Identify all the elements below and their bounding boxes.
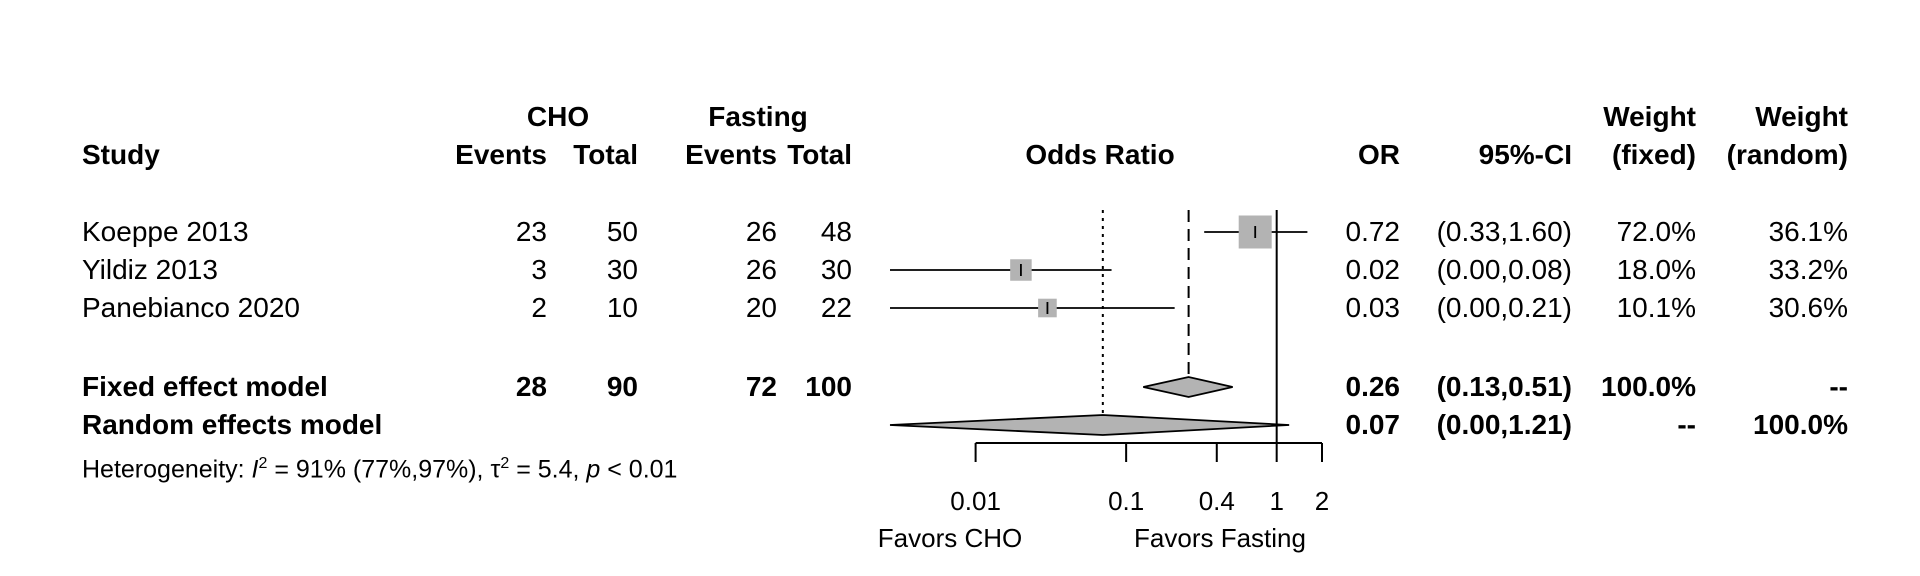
heterogeneity-text: Heterogeneity: I2 = 91% (77%,97%), τ2 = …	[82, 448, 677, 485]
weight-fixed-cell: 72.0%	[1616, 216, 1696, 247]
events1-cell: 23	[515, 216, 547, 247]
fixed-ci: (0.13,0.51)	[1436, 371, 1572, 402]
ci-cell: (0.33,1.60)	[1436, 216, 1572, 247]
study-name: Koeppe 2013	[82, 216, 249, 247]
i2-value: = 91% (77%,97%),	[267, 455, 491, 484]
group2-header: Fasting	[708, 101, 808, 132]
or-cell: 0.72	[1345, 216, 1401, 247]
events2-cell: 26	[745, 216, 777, 247]
events2-cell: 20	[745, 292, 777, 323]
weight-random-cell: 36.1%	[1768, 216, 1848, 247]
weight-fixed-header-2: (fixed)	[1612, 139, 1696, 170]
weight-random-cell: 30.6%	[1768, 292, 1848, 323]
fixed-total1: 90	[606, 371, 638, 402]
ci-cell: (0.00,0.08)	[1436, 254, 1572, 285]
fixed-events1: 28	[515, 371, 547, 402]
fixed-weight-fixed: 100.0%	[1601, 371, 1696, 402]
total2-cell: 30	[820, 254, 852, 285]
favors-left-label: Favors CHO	[877, 523, 1023, 553]
fixed-or: 0.26	[1345, 371, 1401, 402]
x-tick-label: 2	[1315, 486, 1329, 516]
total1-cell: 30	[606, 254, 638, 285]
events2-cell: 26	[745, 254, 777, 285]
tau-superscript: 2	[500, 455, 510, 472]
weight-random-cell: 33.2%	[1768, 254, 1848, 285]
x-tick-label: 0.1	[1108, 486, 1144, 516]
total1-header: Total	[573, 139, 638, 170]
p-symbol: p	[586, 455, 601, 484]
total2-header: Total	[787, 139, 852, 170]
weight-fixed-header-1: Weight	[1603, 101, 1696, 132]
events1-cell: 2	[531, 292, 547, 323]
weight-fixed-cell: 18.0%	[1616, 254, 1696, 285]
p-value: < 0.01	[600, 455, 678, 484]
weight-fixed-cell: 10.1%	[1616, 292, 1696, 323]
random-or: 0.07	[1345, 409, 1401, 440]
events1-cell: 3	[531, 254, 547, 285]
fixed-diamond	[1143, 376, 1233, 398]
or-cell: 0.02	[1345, 254, 1401, 285]
i2-superscript: 2	[258, 455, 268, 472]
total1-cell: 10	[606, 292, 638, 323]
random-ci: (0.00,1.21)	[1436, 409, 1572, 440]
events2-header: Events	[685, 139, 777, 170]
fixed-total2: 100	[805, 371, 852, 402]
ci-cell: (0.00,0.21)	[1436, 292, 1572, 323]
random-weight-fixed: --	[1677, 409, 1696, 440]
total2-cell: 48	[820, 216, 852, 247]
heterogeneity-prefix: Heterogeneity:	[82, 455, 252, 484]
weight-random-header-1: Weight	[1755, 101, 1848, 132]
total2-cell: 22	[820, 292, 852, 323]
tau-value: = 5.4,	[509, 455, 587, 484]
fixed-weight-random: --	[1829, 371, 1848, 402]
ci-header: 95%-CI	[1478, 139, 1572, 170]
group1-header: CHO	[526, 101, 590, 132]
or-header: OR	[1358, 139, 1400, 170]
study-header: Study	[82, 139, 160, 170]
study-name: Panebianco 2020	[82, 292, 300, 323]
or-cell: 0.03	[1345, 292, 1401, 323]
total1-cell: 50	[606, 216, 638, 247]
study-name: Yildiz 2013	[82, 254, 218, 285]
weight-random-header-2: (random)	[1726, 139, 1848, 170]
x-tick-label: 0.01	[950, 486, 1001, 516]
effect-header: Odds Ratio	[1025, 139, 1175, 170]
favors-right-label: Favors Fasting	[1134, 523, 1306, 553]
events1-header: Events	[455, 139, 547, 170]
random-diamond	[889, 414, 1290, 436]
tau-symbol: τ	[490, 455, 501, 484]
x-tick-label: 0.4	[1199, 486, 1235, 516]
random-model-name: Random effects model	[82, 409, 383, 440]
i2-symbol: I	[251, 455, 259, 484]
random-weight-random: 100.0%	[1753, 409, 1848, 440]
x-tick-label: 1	[1269, 486, 1283, 516]
fixed-events2: 72	[745, 371, 777, 402]
fixed-model-name: Fixed effect model	[82, 371, 328, 402]
